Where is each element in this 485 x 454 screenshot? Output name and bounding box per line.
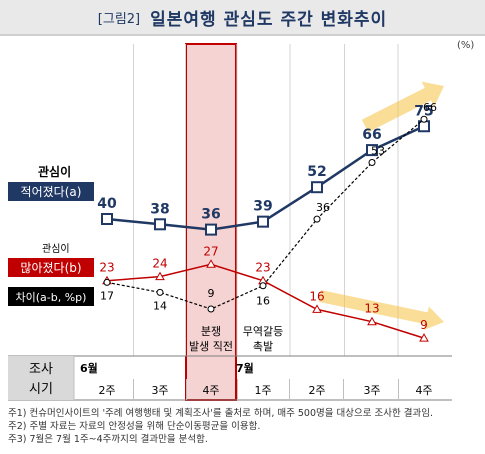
series-diff-data-label: 66 [423,101,437,114]
footnote-3: 주3) 7월은 7월 1주~4주까지의 결과만을 분석함. [8,434,208,445]
annotation-line: 촉발 [253,340,273,353]
series-a-data-label: 52 [307,164,326,180]
series-diff-data-label: 16 [256,295,270,308]
table-row-header-bg [8,356,74,400]
annotation-line: 분쟁 [201,325,221,338]
annotation-line: 무역갈등 [243,324,283,338]
month-label: 6월 [80,361,98,375]
series-diff-data-label: 14 [153,299,167,312]
series-diff-marker [259,282,267,290]
series-diff-marker [103,278,111,286]
series-b-marker [155,271,165,281]
series-b-marker [312,304,322,313]
legend-a-label: 적어졌다(a) [21,185,82,199]
series-a-marker [101,213,113,225]
week-label: 3주 [363,384,380,397]
series-b-marker [419,333,429,342]
annotation-line: 발생 직전 [189,340,233,353]
chart-title: 일본여행 관심도 주간 변화추이 [150,9,388,30]
series-b-data-label: 23 [99,261,114,275]
footnote-2: 주2) 주별 자료는 자료의 안정성을 위해 단순이동평균을 이용함. [8,421,261,432]
series-b-data-label: 27 [203,244,218,258]
week-label: 2주 [308,384,325,397]
week-label: 4주 [202,384,219,397]
table-row-header: 시기 [29,382,53,397]
legend-a-box [8,182,94,201]
trend-arrow-down [318,290,444,331]
series-a-marker [154,218,166,231]
series-diff-marker [313,215,321,223]
series-diff-data-label: 53 [371,145,385,158]
series-a-data-label: 66 [362,127,381,143]
series-diff-marker [156,288,164,296]
series-diff-marker [368,159,376,167]
legend-b-label: 많아졌다(b) [20,261,81,275]
table-row-header: 조사 [29,362,53,377]
series-a-marker [257,215,269,228]
legend-b-box [8,258,94,277]
series-a-data-label: 36 [201,207,220,223]
series-a-data-label: 40 [97,196,117,212]
series-a-data-label: 38 [150,201,169,217]
series-a-marker [366,144,378,157]
series-b-marker [206,259,216,268]
series-b-data-label: 24 [152,257,167,271]
series-b-data-label: 23 [255,261,270,275]
legend-diff-label: 차이(a-b, %p) [16,291,87,304]
series-b-data-label: 13 [364,302,379,316]
series-a-marker [205,223,217,236]
series-b-data-label: 9 [420,318,428,332]
series-diff-marker [207,305,215,313]
legend-b-top: 관심이 [42,243,70,255]
series-a-data-label: 75 [414,103,433,119]
week-label: 1주 [254,384,271,397]
series-b-marker [367,316,377,326]
week-label: 2주 [98,384,115,397]
series-b-data-label: 16 [309,289,324,303]
legend-diff-box [8,287,94,306]
series-diff-data-label: 9 [208,287,215,300]
series-a-data-label: 39 [253,199,272,215]
footnote-1: 주1) 컨슈머인사이트의 '주례 여행행태 및 계획조사'를 출처로 하며, 매… [8,408,433,419]
week-label: 4주 [415,384,432,397]
unit-label: (%) [457,40,474,51]
highlight-box [185,43,237,401]
trend-arrow-up [361,81,444,133]
series-diff-data-label: 17 [100,289,114,302]
series-diff-data-label: 36 [316,201,330,214]
month-label: 7월 [236,361,254,375]
figure-label: [그림2] [97,11,141,27]
series-diff-marker [420,115,428,123]
series-a-marker [311,181,323,194]
week-label: 3주 [151,384,168,397]
legend-a-top: 관심이 [38,164,71,179]
title-bar: [그림2] 일본여행 관심도 주간 변화추이 [0,0,485,36]
